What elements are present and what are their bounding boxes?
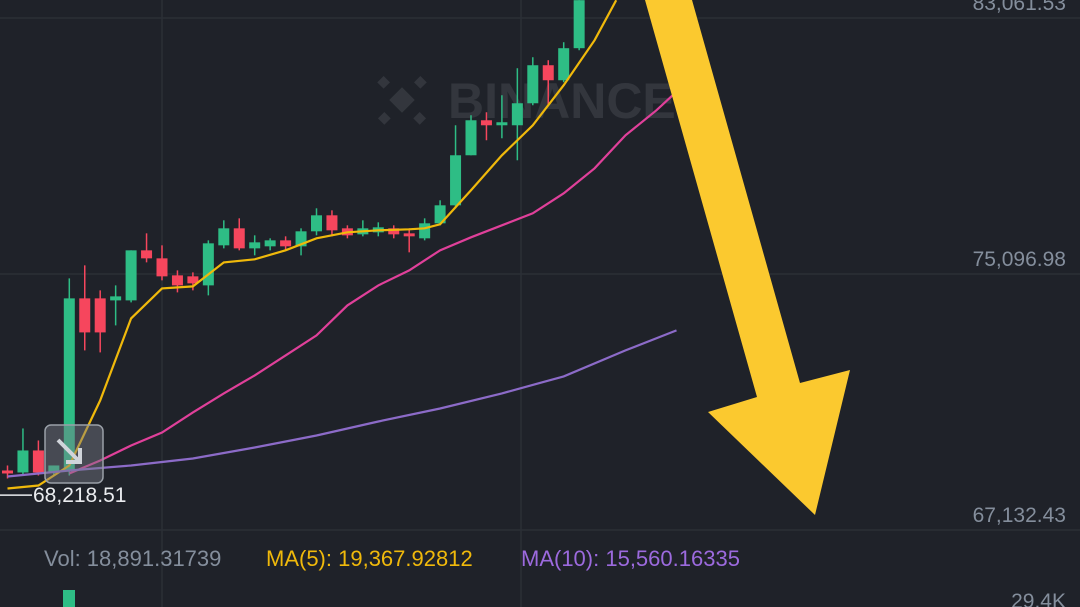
candle-body [141, 250, 153, 259]
candle-body [32, 450, 44, 473]
candle-body [187, 276, 199, 284]
candle-body [17, 450, 29, 473]
grid [0, 17, 1080, 531]
candle-body [233, 228, 245, 249]
y-tick-label: 75,096.98 [973, 248, 1066, 271]
volume-axis-label: 29.4K [1011, 590, 1066, 607]
volume-legend-item: MA(10): 15,560.16335 [521, 546, 740, 571]
candle-body [542, 65, 554, 81]
candle-body [403, 233, 415, 237]
y-tick-label: 83,061.53 [973, 0, 1066, 15]
moving-average-line [68, 92, 676, 475]
candle-body [434, 205, 446, 224]
candle-body [388, 228, 400, 235]
candle-body [48, 465, 60, 473]
candle-body [326, 215, 338, 231]
candle-body [110, 296, 122, 301]
candle-body [94, 298, 106, 333]
plot-area [0, 0, 1080, 531]
volume-legend: Vol: 18,891.31739 MA(5): 19,367.92812 MA(1… [44, 546, 740, 571]
moving-average-line [7, 0, 618, 490]
candle-body [280, 240, 292, 247]
candle-body [465, 120, 477, 156]
watermark-logo [377, 75, 427, 125]
candle-body [496, 122, 508, 126]
moving-average-line [7, 329, 677, 478]
candle-body [419, 223, 431, 239]
volume-legend-item: Vol: 18,891.31739 [44, 546, 221, 571]
candle-body [79, 298, 91, 333]
candle-body [450, 155, 462, 206]
y-tick-label: 67,132.43 [973, 504, 1066, 527]
candle-body [156, 258, 168, 277]
candle-body [125, 250, 137, 301]
candle-body [511, 103, 523, 126]
candle-body [573, 0, 585, 49]
watermark: BINANCE [377, 73, 676, 129]
down-arrow [645, 0, 850, 515]
candle-body [558, 48, 570, 81]
candle-body [295, 231, 307, 247]
candle-body [527, 65, 539, 104]
candle-body [63, 298, 75, 471]
price-label: 68,218.51 [33, 484, 126, 507]
candle-body [311, 215, 322, 232]
candle-body [480, 120, 492, 126]
candle-body [202, 243, 214, 286]
candle-body [2, 470, 13, 474]
candle-body [264, 240, 276, 247]
candle-body [218, 228, 230, 246]
tool-icon [56, 438, 82, 464]
volume-bar [63, 590, 75, 607]
candle-body [171, 275, 183, 286]
volume-legend-item: MA(5): 19,367.92812 [266, 546, 473, 571]
candle-body [249, 242, 261, 249]
